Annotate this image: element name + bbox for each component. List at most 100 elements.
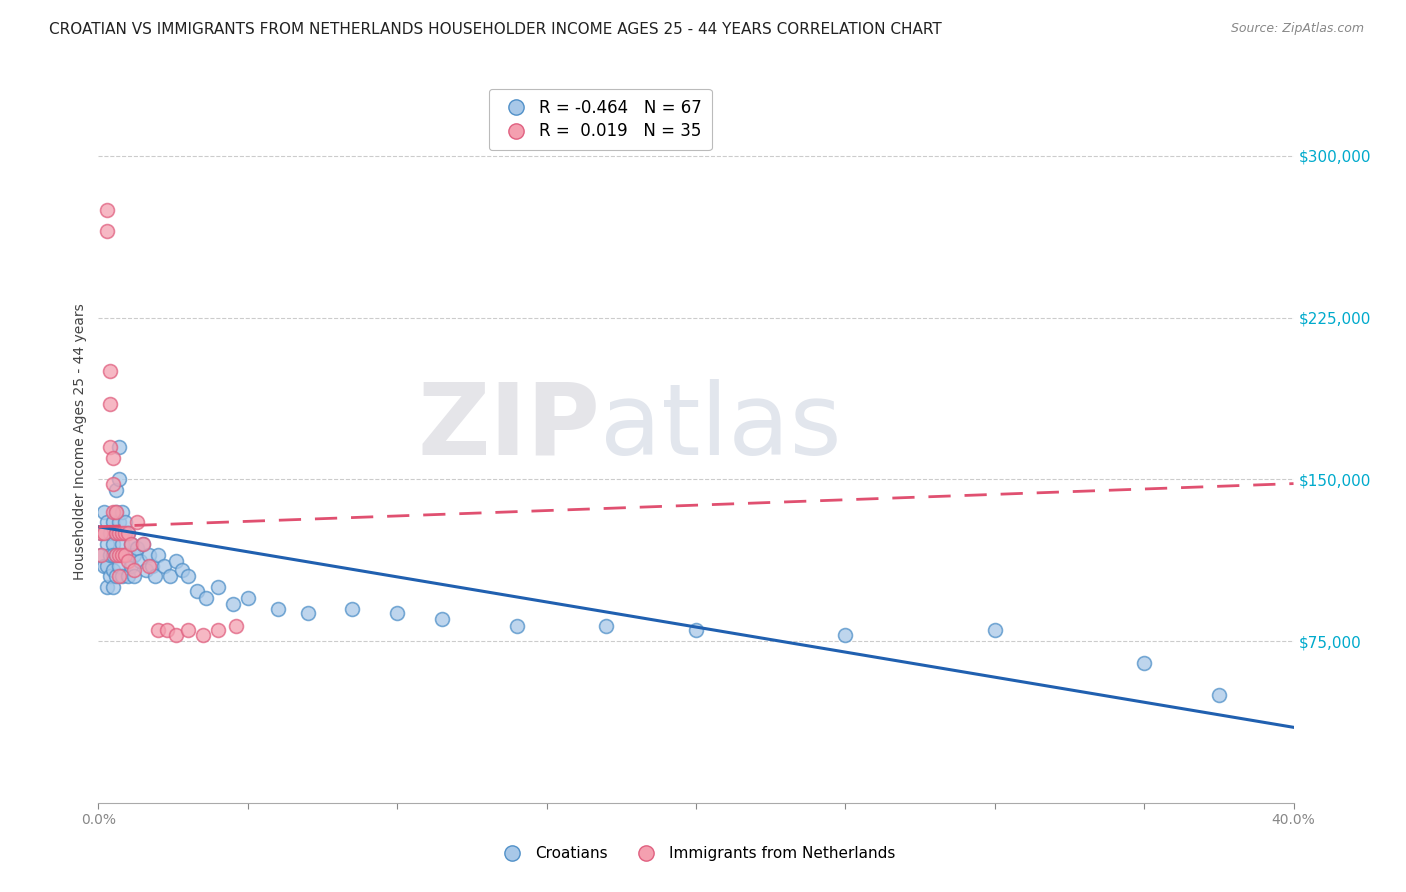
Point	[430, 612, 453, 626]
Y-axis label: Householder Income Ages 25 - 44 years: Householder Income Ages 25 - 44 years	[73, 303, 87, 580]
Point	[111, 569, 134, 583]
Point	[120, 537, 142, 551]
Point	[93, 558, 115, 573]
Point	[385, 606, 409, 620]
Point	[105, 505, 128, 519]
Point	[138, 548, 160, 562]
Text: CROATIAN VS IMMIGRANTS FROM NETHERLANDS HOUSEHOLDER INCOME AGES 25 - 44 YEARS CO: CROATIAN VS IMMIGRANTS FROM NETHERLANDS …	[49, 22, 942, 37]
Point	[96, 580, 118, 594]
Point	[132, 537, 155, 551]
Point	[105, 505, 128, 519]
Point	[135, 563, 157, 577]
Text: atlas: atlas	[600, 378, 842, 475]
Point	[124, 569, 146, 583]
Point	[141, 558, 163, 573]
Point	[159, 569, 181, 583]
Point	[342, 601, 364, 615]
Point	[132, 537, 155, 551]
Point	[103, 476, 125, 491]
Point	[267, 601, 290, 615]
Point	[90, 526, 112, 541]
Point	[984, 624, 1007, 638]
Point	[114, 548, 136, 562]
Point	[207, 580, 229, 594]
Point	[207, 624, 229, 638]
Point	[225, 619, 247, 633]
Point	[117, 526, 139, 541]
Point	[98, 569, 122, 583]
Point	[108, 558, 131, 573]
Point	[96, 516, 118, 530]
Text: Source: ZipAtlas.com: Source: ZipAtlas.com	[1230, 22, 1364, 36]
Point	[93, 505, 115, 519]
Point	[120, 537, 142, 551]
Text: ZIP: ZIP	[418, 378, 600, 475]
Point	[834, 627, 856, 641]
Point	[120, 558, 142, 573]
Point	[506, 619, 529, 633]
Point	[96, 224, 118, 238]
Point	[90, 548, 112, 562]
Point	[124, 548, 146, 562]
Point	[172, 563, 194, 577]
Point	[96, 202, 118, 217]
Point	[108, 472, 131, 486]
Point	[105, 548, 128, 562]
Point	[103, 563, 125, 577]
Point	[103, 505, 125, 519]
Point	[236, 591, 259, 605]
Point	[138, 558, 160, 573]
Point	[117, 569, 139, 583]
Point	[98, 548, 122, 562]
Point	[148, 624, 170, 638]
Point	[105, 569, 128, 583]
Point	[98, 440, 122, 454]
Point	[96, 537, 118, 551]
Point	[108, 440, 131, 454]
Point	[105, 526, 128, 541]
Point	[297, 606, 319, 620]
Point	[108, 526, 131, 541]
Point	[165, 627, 187, 641]
Point	[105, 548, 128, 562]
Point	[117, 554, 139, 568]
Point	[114, 548, 136, 562]
Point	[153, 558, 176, 573]
Point	[148, 548, 170, 562]
Point	[98, 364, 122, 378]
Point	[165, 554, 187, 568]
Point	[105, 483, 128, 497]
Point	[108, 569, 131, 583]
Point	[103, 450, 125, 465]
Point	[117, 526, 139, 541]
Point	[129, 554, 152, 568]
Point	[186, 584, 208, 599]
Point	[111, 505, 134, 519]
Point	[98, 397, 122, 411]
Point	[103, 516, 125, 530]
Point	[117, 548, 139, 562]
Point	[93, 526, 115, 541]
Point	[177, 569, 200, 583]
Point	[127, 541, 149, 556]
Point	[1208, 688, 1230, 702]
Point	[124, 563, 146, 577]
Point	[103, 548, 125, 562]
Point	[685, 624, 707, 638]
Point	[103, 580, 125, 594]
Point	[143, 569, 166, 583]
Point	[108, 516, 131, 530]
Point	[222, 598, 245, 612]
Point	[108, 548, 131, 562]
Point	[114, 516, 136, 530]
Point	[177, 624, 200, 638]
Point	[127, 516, 149, 530]
Point	[114, 526, 136, 541]
Point	[96, 558, 118, 573]
Point	[90, 548, 112, 562]
Legend: Croatians, Immigrants from Netherlands: Croatians, Immigrants from Netherlands	[491, 840, 901, 867]
Point	[111, 526, 134, 541]
Point	[111, 548, 134, 562]
Point	[105, 526, 128, 541]
Point	[98, 526, 122, 541]
